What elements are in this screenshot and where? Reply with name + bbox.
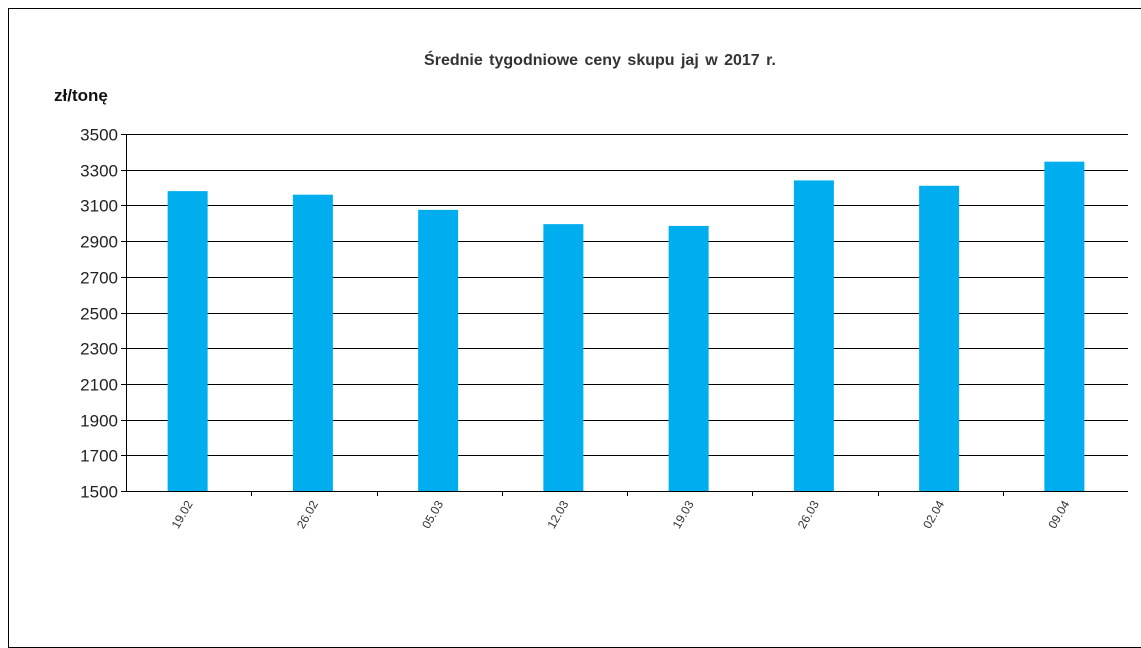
bar-chart: 1500 1700 1900 2100 2300 2500 2700 2900 3100 3300… [80,126,1128,531]
bar-09.04 [1044,161,1085,492]
y-tick-label: 2300 [80,340,118,359]
x-tick-label: 09.04 [1045,498,1072,531]
y-tick-labels: 1500 1700 1900 2100 2300 2500 2700 2900 3100 3300… [80,126,118,502]
gridlines [126,134,1128,456]
bar-19.03 [668,225,709,492]
bar-12.03 [543,224,584,491]
y-tick-label: 2100 [80,376,118,395]
bar-26.02 [292,194,333,491]
chart-title: Średnie tygodniowe ceny skupu jaj w 2017… [424,52,776,69]
x-tick-label: 05.03 [419,498,446,531]
y-tick-label: 2500 [80,305,118,324]
y-tick-label: 2900 [80,233,118,252]
y-tick-label: 3100 [80,197,118,216]
bars [167,161,1085,492]
bar-05.03 [418,209,459,492]
x-tick-labels: 19.02 26.02 05.03 12.03 19.03 26.03 02.04 09.04 [169,498,1073,531]
x-tick-label: 12.03 [544,498,571,531]
bar-19.02 [167,191,208,491]
axes [121,134,1128,496]
bar-02.04 [919,185,960,491]
x-tick-label: 19.02 [169,498,196,531]
x-tick-label: 26.02 [294,498,321,531]
y-axis-unit-label: zł/tonę [54,86,108,105]
x-tick-label: 02.04 [920,498,947,531]
x-tick-label: 26.03 [795,498,822,531]
x-tick-label: 19.03 [670,498,697,531]
y-tick-label: 3500 [80,126,118,145]
y-tick-label: 1900 [80,412,118,431]
y-tick-label: 1500 [80,483,118,502]
y-tick-label: 2700 [80,269,118,288]
y-tick-label: 3300 [80,162,118,181]
y-tick-label: 1700 [80,447,118,466]
bar-26.03 [793,180,834,491]
